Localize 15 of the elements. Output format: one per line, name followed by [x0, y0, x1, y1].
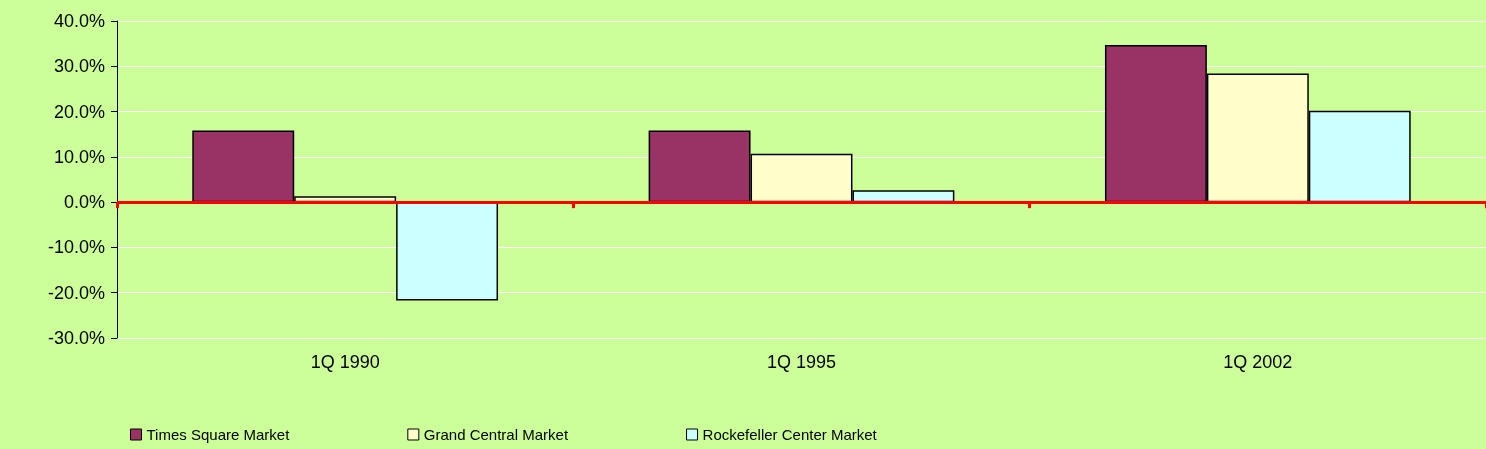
x-tick-label: 1Q 2002: [1223, 352, 1293, 372]
bar: [396, 202, 499, 301]
y-tick-label: 20.0%: [53, 101, 105, 122]
legend-label: Times Square Market: [146, 426, 291, 443]
legend-label: Grand Central Market: [423, 426, 569, 443]
y-tick-label: 10.0%: [53, 146, 105, 167]
legend-label: Rockefeller Center Market: [702, 426, 878, 443]
x-tick-label: 1Q 1990: [310, 352, 380, 372]
y-tick-label: 40.0%: [53, 11, 105, 31]
y-tick-label: 0.0%: [63, 192, 105, 213]
y-tick-label: -20.0%: [47, 282, 105, 303]
y-tick-label: 30.0%: [53, 56, 105, 77]
y-tick-label: -30.0%: [47, 328, 105, 348]
y-tick-label: -10.0%: [47, 237, 105, 258]
x-tick-label: 1Q 1995: [766, 352, 837, 372]
